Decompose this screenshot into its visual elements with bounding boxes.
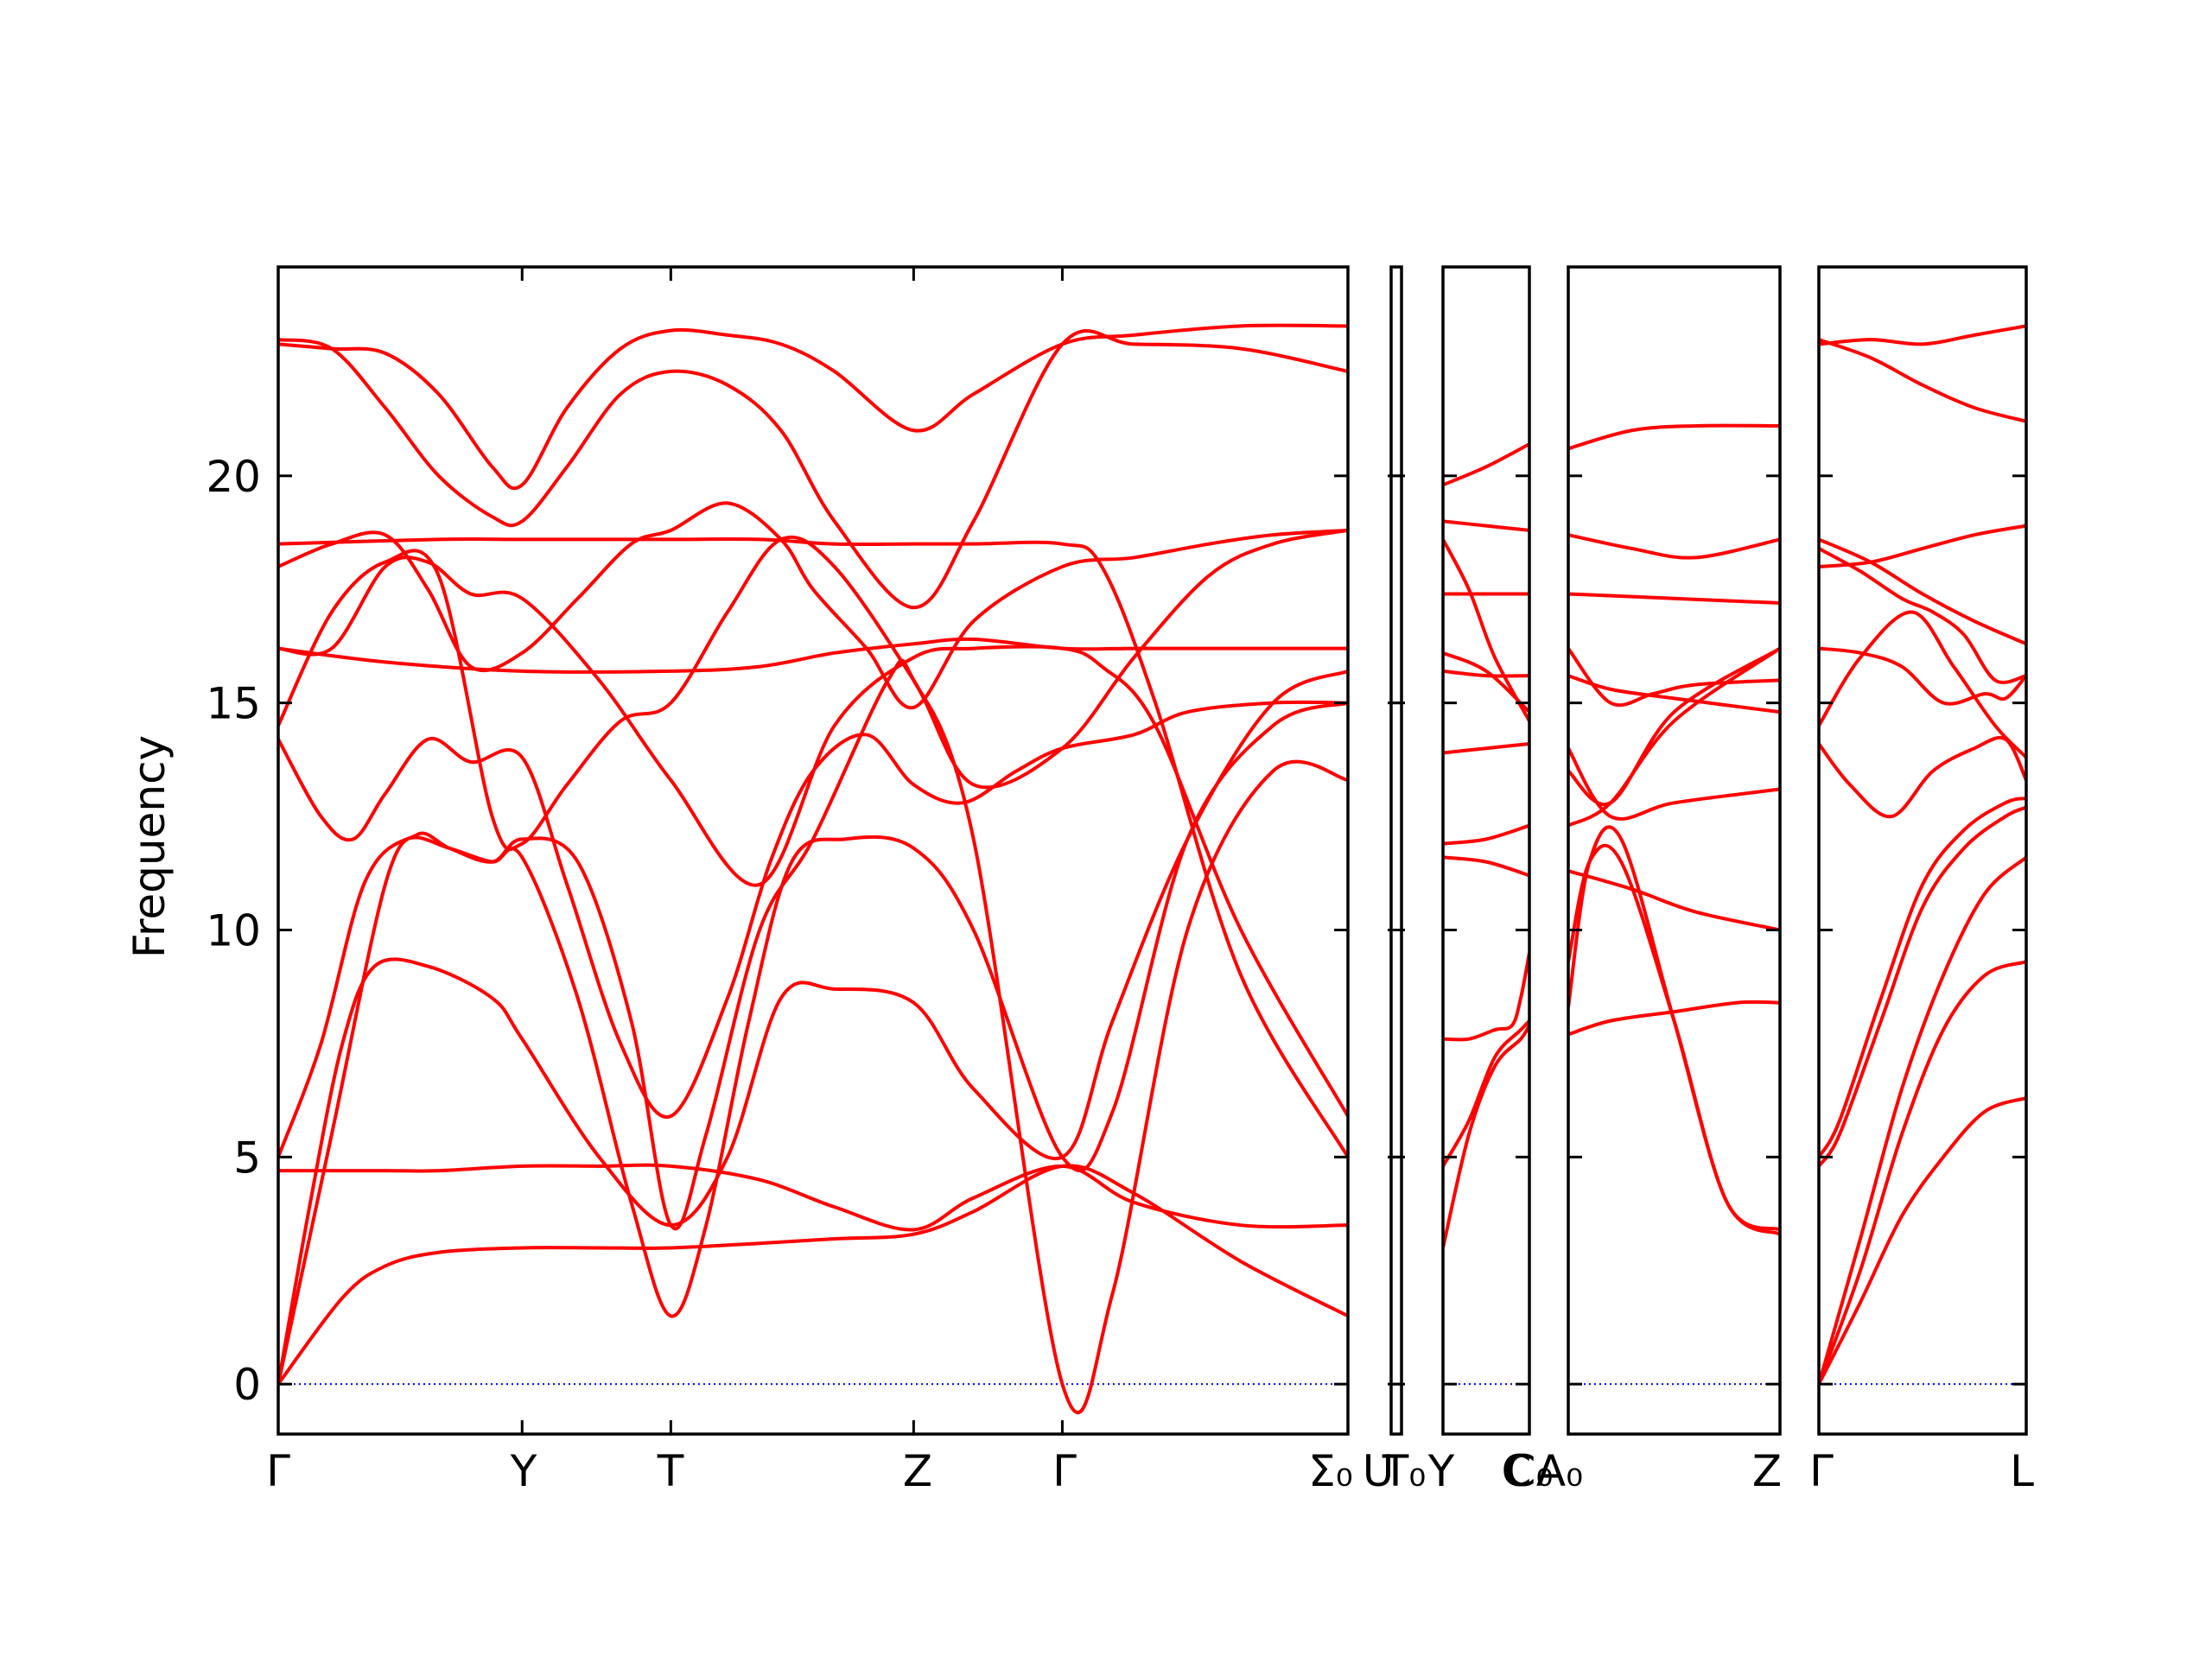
band-line-panel2-11 — [1443, 442, 1529, 487]
x-tick-label: Y — [510, 1446, 537, 1496]
band-line-panel4-8 — [1819, 547, 2026, 684]
band-line-panel2-4 — [1443, 823, 1529, 846]
band-line-panel2-0 — [1443, 1024, 1529, 1248]
band-line-panel4-3 — [1819, 805, 2026, 1168]
x-tick-label: C — [1502, 1446, 1532, 1496]
band-line-panel4-11 — [1819, 338, 2026, 423]
y-tick-label: 20 — [206, 452, 261, 502]
band-line-panel0-11 — [278, 329, 1348, 610]
band-line-panel3-11 — [1568, 423, 1780, 451]
band-line-panel4-4 — [1819, 797, 2026, 1158]
band-line-panel0-12 — [278, 323, 1348, 491]
panel-frame-2 — [1441, 265, 1531, 1436]
y-tick-label: 5 — [233, 1133, 261, 1183]
panel-frame-3 — [1567, 265, 1782, 1436]
band-line-panel2-10 — [1443, 519, 1529, 532]
panel-frame-4 — [1817, 265, 2028, 1436]
band-line-panel3-8 — [1568, 674, 1780, 714]
band-line-panel4-7 — [1819, 646, 2026, 706]
band-line-panel0-9 — [278, 555, 1348, 1118]
x-tick-label: U — [1363, 1446, 1395, 1496]
band-line-panel0-3 — [278, 701, 1348, 1318]
band-line-panel0-1 — [278, 1163, 1348, 1232]
y-tick-label: 0 — [233, 1360, 261, 1410]
band-line-panel4-12 — [1819, 324, 2026, 346]
x-tick-label: T₀ — [1382, 1446, 1427, 1496]
x-tick-label: A₀ — [1536, 1446, 1583, 1496]
y-tick-label: 10 — [206, 905, 261, 955]
band-line-panel3-4 — [1568, 646, 1780, 828]
x-tick-label: Γ — [1052, 1446, 1077, 1496]
band-line-panel0-2 — [278, 658, 1348, 1414]
band-line-panel4-0 — [1819, 1096, 2026, 1386]
x-tick-label: Σ₀ — [1308, 1446, 1353, 1496]
x-tick-label: Y — [1427, 1446, 1455, 1496]
band-line-panel0-5 — [278, 700, 1348, 1120]
x-tick-label: T — [657, 1446, 684, 1496]
x-tick-label: Γ — [1809, 1446, 1834, 1496]
band-line-panel2-3 — [1443, 855, 1529, 878]
band-line-panel0-8 — [278, 537, 1348, 1158]
band-line-panel3-9 — [1568, 592, 1780, 606]
y-axis-label: Frequency — [124, 735, 175, 958]
band-line-panel3-2 — [1568, 843, 1780, 1232]
band-line-panel3-1 — [1568, 825, 1780, 1236]
band-line-panel3-10 — [1568, 533, 1780, 560]
x-tick-label: L — [2010, 1446, 2034, 1496]
band-line-panel4-1 — [1819, 960, 2026, 1385]
x-tick-label: Z — [1752, 1446, 1782, 1496]
band-line-panel2-6 — [1443, 669, 1529, 678]
panel-frame-0 — [276, 265, 1350, 1436]
panel-frame-1 — [1389, 265, 1403, 1436]
band-line-panel4-5 — [1819, 735, 2026, 819]
band-line-panel2-5 — [1443, 741, 1529, 755]
y-tick-label: 15 — [206, 679, 261, 729]
band-line-panel0-7 — [278, 501, 1348, 710]
band-line-panel3-5 — [1568, 646, 1780, 807]
band-line-panel4-2 — [1819, 855, 2026, 1385]
band-line-panel3-3 — [1568, 869, 1780, 932]
band-line-panel0-4 — [278, 669, 1348, 1385]
band-line-panel2-9 — [1443, 538, 1529, 722]
band-line-panel3-6 — [1568, 747, 1780, 821]
x-tick-label: Γ — [266, 1446, 290, 1496]
band-line-panel2-1 — [1443, 1019, 1529, 1167]
x-tick-label: Z — [903, 1446, 932, 1496]
band-line-panel4-9 — [1819, 524, 2026, 568]
band-line-panel0-10 — [278, 637, 1348, 674]
band-line-panel0-6 — [278, 528, 1348, 852]
x-tick-label: C₀ — [1506, 1446, 1554, 1496]
band-line-panel3-0 — [1568, 1000, 1780, 1037]
band-line-panel4-6 — [1819, 610, 2026, 759]
band-line-panel4-10 — [1819, 537, 2026, 646]
band-line-panel2-2 — [1443, 952, 1529, 1042]
